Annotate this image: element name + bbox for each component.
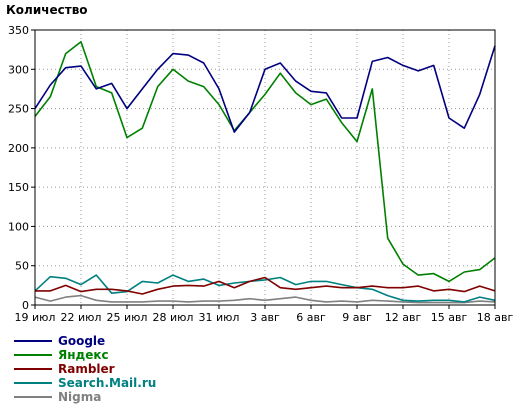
x-tick-label: 15 авг — [431, 311, 468, 324]
y-tick-label: 250 — [8, 103, 29, 116]
x-tick-label: 9 авг — [342, 311, 372, 324]
legend-swatch — [14, 382, 52, 384]
legend-item: Rambler — [14, 362, 156, 376]
x-tick-label: 6 авг — [296, 311, 326, 324]
y-tick-label: 350 — [8, 24, 29, 37]
legend-label: Google — [58, 334, 106, 348]
x-tick-label: 18 авг — [477, 311, 514, 324]
legend-item: Nigma — [14, 390, 156, 404]
legend-swatch — [14, 354, 52, 356]
legend-item: Google — [14, 334, 156, 348]
chart-title: Количество — [6, 3, 88, 17]
legend: Google Яндекс Rambler Search.Mail.ru Nigma — [14, 334, 156, 404]
y-tick-label: 200 — [8, 142, 29, 155]
y-tick-label: 50 — [15, 260, 29, 273]
series-line-google — [34, 45, 496, 133]
legend-swatch — [14, 340, 52, 342]
x-tick-label: 25 июл — [107, 311, 148, 324]
x-tick-label: 31 июл — [199, 311, 240, 324]
x-tick-label: 12 авг — [385, 311, 422, 324]
legend-swatch — [14, 368, 52, 370]
legend-item: Яндекс — [14, 348, 156, 362]
x-tick-label: 22 июл — [61, 311, 102, 324]
plot-area — [35, 30, 495, 305]
series-line-search-mail-ru — [34, 274, 496, 303]
y-tick-label: 300 — [8, 63, 29, 76]
legend-label: Nigma — [58, 390, 102, 404]
y-tick-label: 150 — [8, 181, 29, 194]
y-tick-label: 0 — [22, 299, 29, 312]
legend-label: Search.Mail.ru — [58, 376, 157, 390]
plot-frame — [34, 29, 496, 306]
y-tick-label: 100 — [8, 220, 29, 233]
legend-label: Rambler — [58, 362, 115, 376]
legend-label: Яндекс — [58, 348, 109, 362]
x-tick-label: 3 авг — [250, 311, 280, 324]
series-line-rambler — [35, 276, 496, 295]
series-line-яндекс — [34, 40, 496, 283]
legend-swatch — [14, 396, 52, 398]
x-tick-label: 19 июл — [15, 311, 56, 324]
series-line-nigma — [34, 294, 496, 304]
x-tick-label: 28 июл — [153, 311, 194, 324]
legend-item: Search.Mail.ru — [14, 376, 156, 390]
